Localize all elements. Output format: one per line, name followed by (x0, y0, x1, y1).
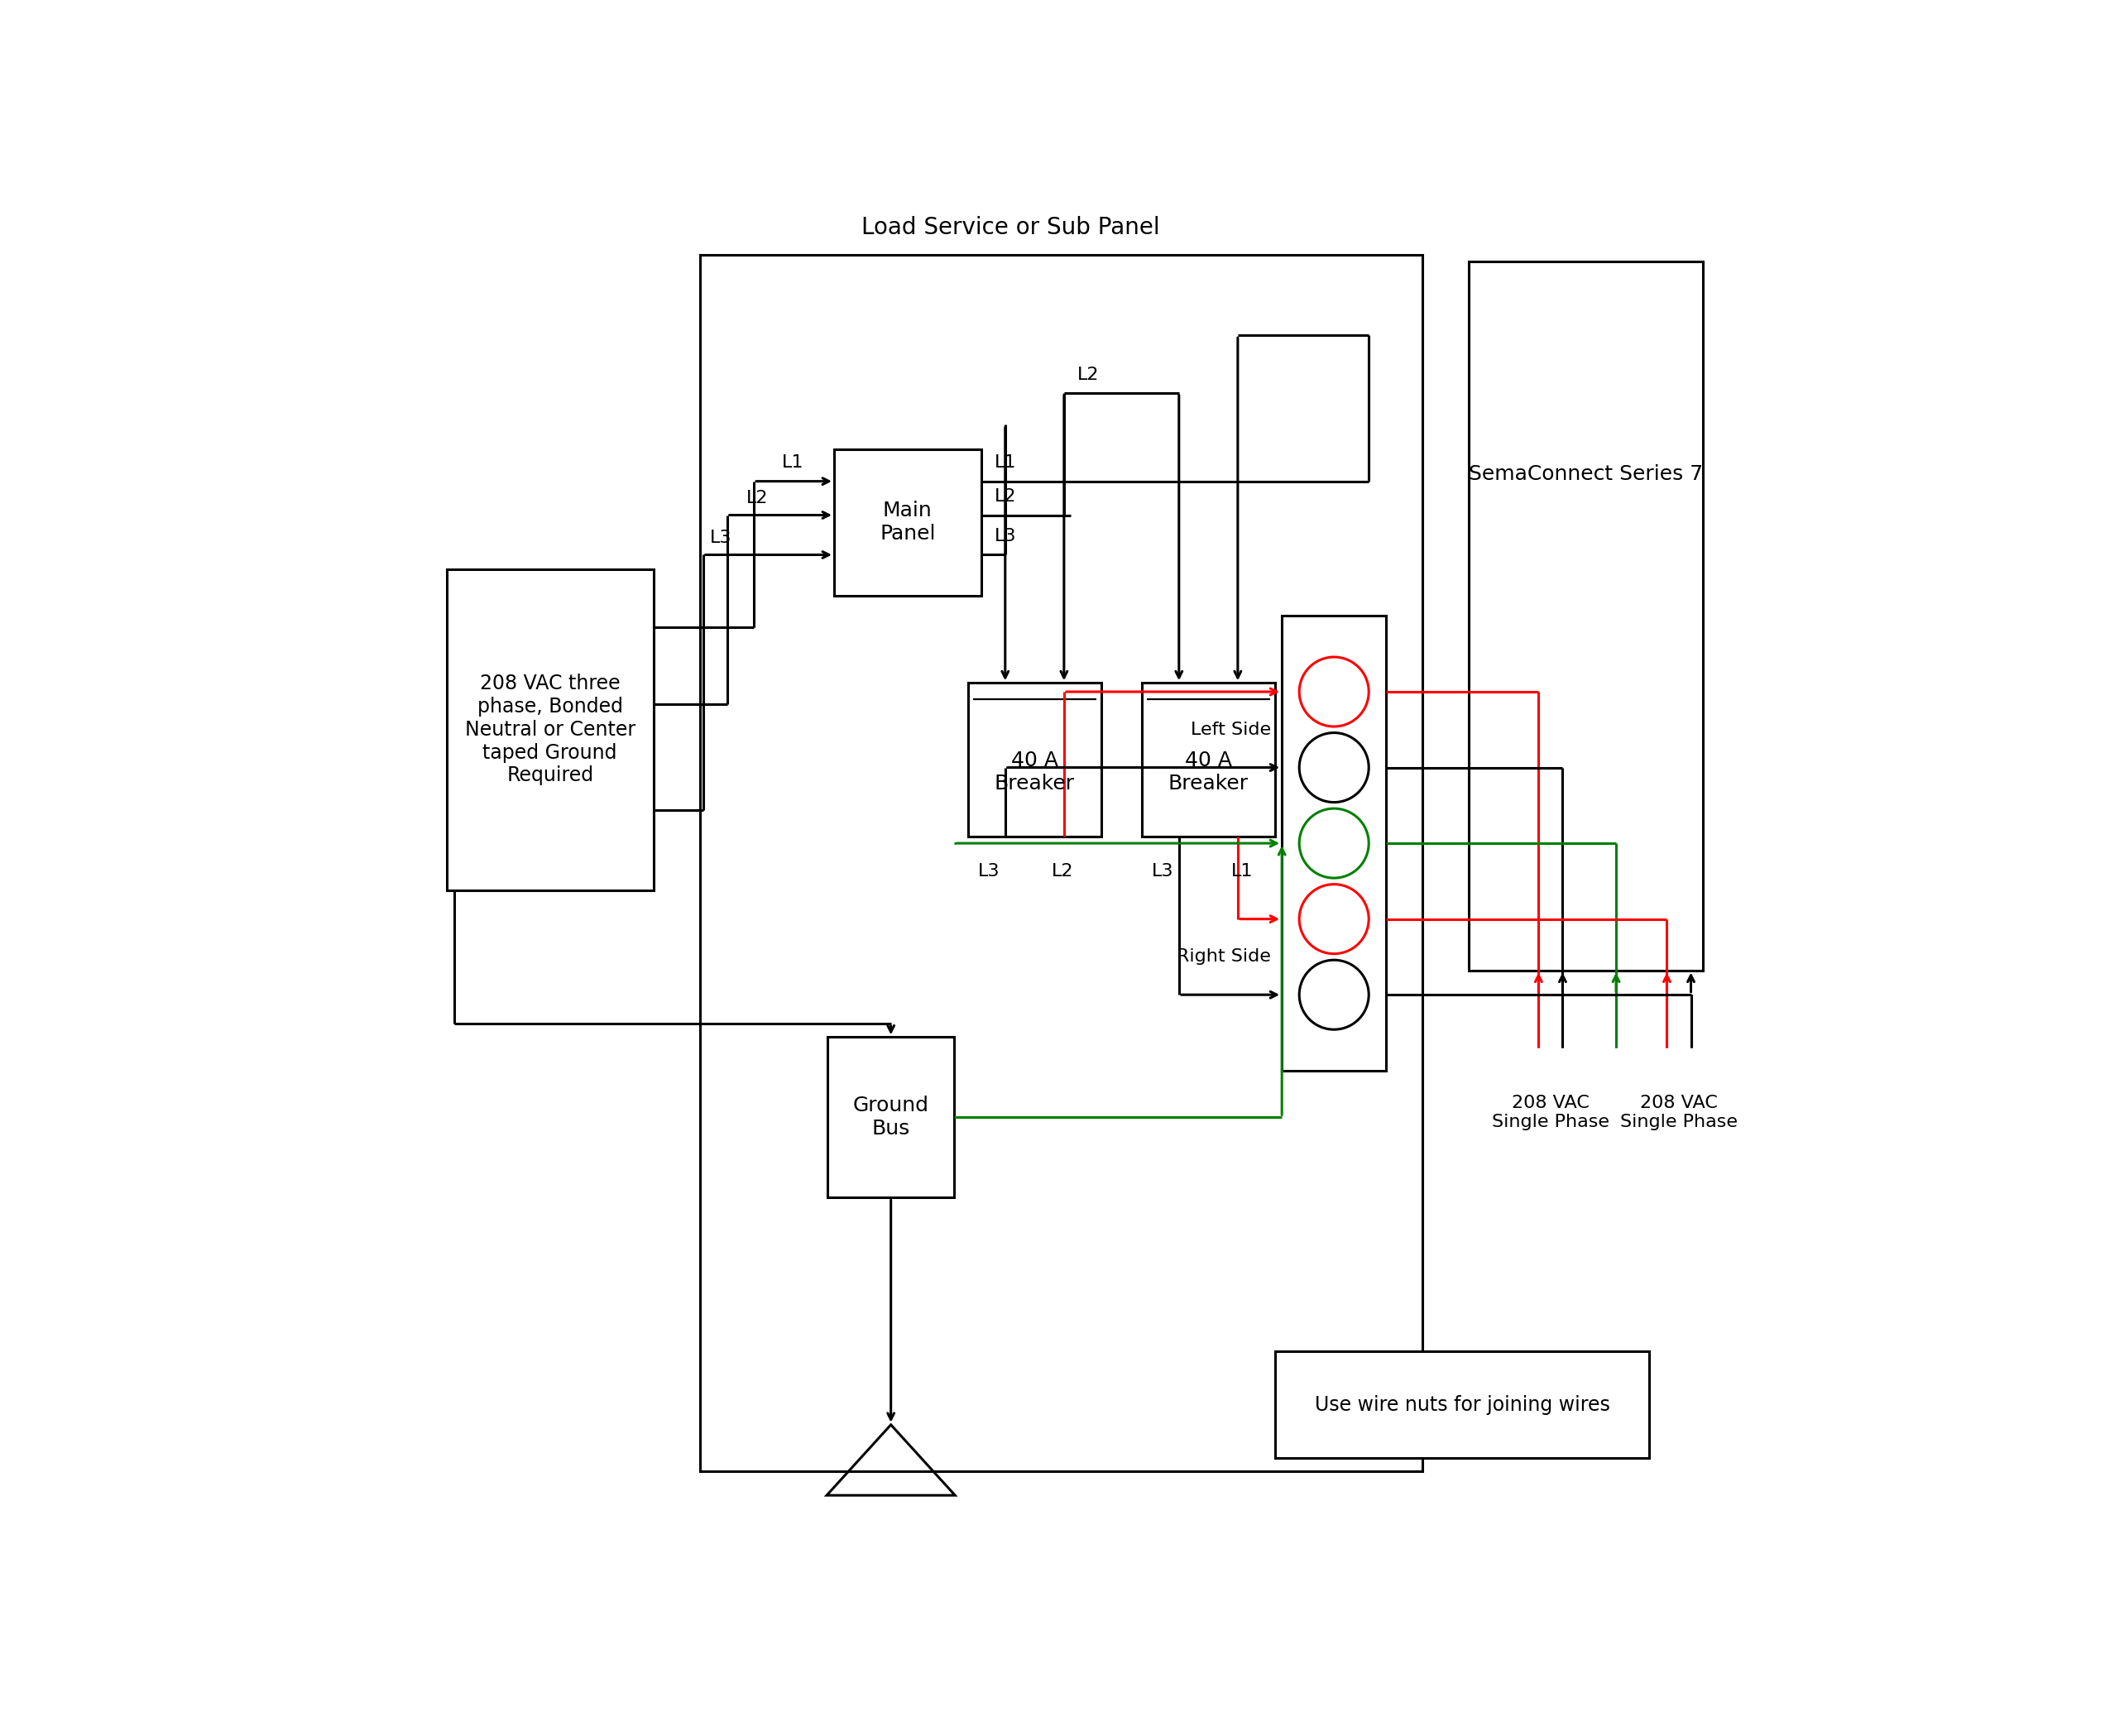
Text: Main
Panel: Main Panel (880, 502, 935, 543)
Text: SemaConnect Series 7: SemaConnect Series 7 (1469, 465, 1703, 484)
Text: L3: L3 (979, 863, 1000, 880)
Text: L1: L1 (994, 455, 1017, 470)
Text: L1: L1 (1230, 863, 1253, 880)
Text: Ground
Bus: Ground Bus (852, 1095, 928, 1139)
FancyBboxPatch shape (1142, 682, 1274, 837)
FancyBboxPatch shape (968, 682, 1101, 837)
FancyBboxPatch shape (1283, 616, 1386, 1071)
Text: L2: L2 (1078, 366, 1099, 382)
Text: L3: L3 (994, 528, 1017, 545)
FancyBboxPatch shape (1274, 1351, 1650, 1458)
FancyBboxPatch shape (447, 569, 654, 891)
Text: 208 VAC
Single Phase: 208 VAC Single Phase (1620, 1095, 1739, 1130)
Text: 40 A
Breaker: 40 A Breaker (994, 750, 1074, 793)
Text: 208 VAC
Single Phase: 208 VAC Single Phase (1492, 1095, 1610, 1130)
Text: 40 A
Breaker: 40 A Breaker (1169, 750, 1249, 793)
Text: L1: L1 (783, 455, 804, 470)
Text: L2: L2 (1051, 863, 1074, 880)
FancyBboxPatch shape (1469, 262, 1703, 970)
Text: L2: L2 (994, 488, 1017, 505)
Text: L3: L3 (1152, 863, 1173, 880)
Text: L3: L3 (709, 529, 732, 547)
FancyBboxPatch shape (701, 255, 1422, 1472)
Text: 208 VAC three
phase, Bonded
Neutral or Center
taped Ground
Required: 208 VAC three phase, Bonded Neutral or C… (464, 674, 635, 786)
Text: Use wire nuts for joining wires: Use wire nuts for joining wires (1315, 1394, 1610, 1415)
Text: L2: L2 (745, 490, 768, 507)
Text: Right Side: Right Side (1177, 948, 1270, 965)
Text: Load Service or Sub Panel: Load Service or Sub Panel (861, 215, 1160, 240)
Text: Left Side: Left Side (1190, 722, 1270, 738)
FancyBboxPatch shape (827, 1036, 954, 1198)
FancyBboxPatch shape (833, 450, 981, 595)
